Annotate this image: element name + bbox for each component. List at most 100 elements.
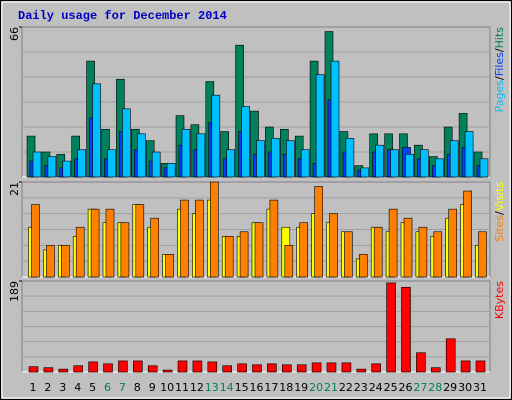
bar xyxy=(475,360,486,373)
y-max-label: 21 xyxy=(8,182,21,196)
legend-entry: KBytes xyxy=(493,281,506,319)
y-max-label: 189 xyxy=(8,281,21,302)
bar xyxy=(403,217,413,278)
bar xyxy=(371,363,382,373)
x-tick-label: 20 xyxy=(309,381,323,394)
x-tick-label: 27 xyxy=(413,381,427,394)
x-tick-label: 4 xyxy=(74,381,81,394)
bar xyxy=(420,149,429,178)
bar xyxy=(360,167,370,178)
bar xyxy=(192,360,203,373)
bar xyxy=(224,235,234,278)
x-tick-label: 9 xyxy=(149,381,156,394)
bar xyxy=(434,158,444,178)
bar xyxy=(165,254,174,278)
bar xyxy=(75,226,85,278)
bar xyxy=(296,364,307,373)
x-tick-label: 3 xyxy=(59,381,66,394)
bar xyxy=(133,360,143,373)
bar xyxy=(386,282,396,373)
x-tick-label: 8 xyxy=(134,381,141,394)
bar xyxy=(285,140,295,178)
bar xyxy=(118,360,128,373)
legend-entry: Pages xyxy=(493,80,506,113)
bar xyxy=(341,362,352,373)
x-tick-label: 13 xyxy=(205,381,219,394)
bar xyxy=(237,363,247,373)
bar xyxy=(300,149,310,178)
bar xyxy=(58,368,69,373)
bar xyxy=(90,208,100,278)
bar xyxy=(162,369,173,373)
y-max-label: 66 xyxy=(8,27,21,41)
x-tick-label: 31 xyxy=(473,381,487,394)
bar xyxy=(166,163,176,178)
bar xyxy=(281,364,292,373)
bar xyxy=(358,254,368,278)
bar xyxy=(32,151,42,178)
bar xyxy=(254,222,264,278)
x-tick-label: 23 xyxy=(354,381,368,394)
bar xyxy=(137,133,146,178)
bar xyxy=(356,368,367,373)
x-tick-label: 7 xyxy=(119,381,126,394)
bar xyxy=(222,365,232,373)
bar xyxy=(449,140,459,178)
bar xyxy=(92,83,101,178)
bar xyxy=(314,186,323,278)
bar xyxy=(478,231,487,278)
chart-title: Daily usage for December 2014 xyxy=(18,9,227,23)
bar xyxy=(445,338,456,373)
x-tick-label: 28 xyxy=(428,381,442,394)
x-tick-label: 15 xyxy=(235,381,249,394)
bar xyxy=(195,199,204,278)
x-tick-label: 17 xyxy=(264,381,278,394)
bar xyxy=(330,60,340,178)
bar xyxy=(151,151,161,178)
bar xyxy=(311,362,322,373)
bar xyxy=(448,208,458,278)
bar xyxy=(460,360,471,373)
x-tick-label: 14 xyxy=(220,381,234,394)
bar xyxy=(210,181,219,278)
legend-entry: Hits xyxy=(493,27,506,49)
bar xyxy=(479,158,489,178)
x-tick-label: 2 xyxy=(44,381,51,394)
legend-entry: Files xyxy=(493,52,506,76)
x-tick-label: 1 xyxy=(30,381,37,394)
bar xyxy=(107,149,116,178)
bar xyxy=(284,245,294,278)
bar xyxy=(135,204,145,278)
bar xyxy=(463,190,472,278)
x-tick-label: 12 xyxy=(190,381,204,394)
bar xyxy=(207,361,218,373)
x-tick-label: 19 xyxy=(294,381,308,394)
bar xyxy=(88,361,98,373)
bar xyxy=(344,231,353,278)
x-tick-label: 18 xyxy=(279,381,293,394)
bar xyxy=(105,208,115,278)
x-tick-label: 21 xyxy=(324,381,338,394)
x-tick-label: 24 xyxy=(369,381,383,394)
bar xyxy=(433,231,443,278)
bar xyxy=(196,133,206,178)
bar xyxy=(271,138,280,178)
legend: Sites/Visits xyxy=(493,182,506,242)
x-tick-label: 10 xyxy=(160,381,174,394)
bar xyxy=(211,94,221,178)
x-tick-label: 16 xyxy=(250,381,264,394)
legend-separator: / xyxy=(493,48,506,52)
bar xyxy=(77,149,86,178)
legend-entry: Sites xyxy=(493,215,506,242)
bar xyxy=(28,366,39,373)
bar xyxy=(464,131,474,178)
x-tick-label: 6 xyxy=(104,381,111,394)
bar xyxy=(401,286,411,373)
bar xyxy=(269,199,279,278)
bar xyxy=(181,128,191,178)
x-tick-label: 5 xyxy=(89,381,96,394)
bar xyxy=(103,363,113,373)
bar xyxy=(416,352,426,373)
bar xyxy=(150,217,159,278)
